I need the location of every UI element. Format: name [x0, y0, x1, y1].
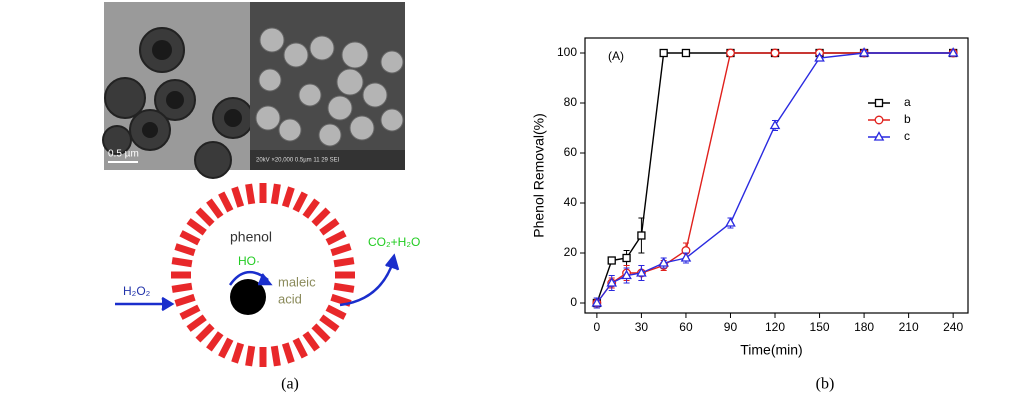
series-line	[596, 52, 954, 304]
shell-segment	[270, 183, 281, 205]
shell-segment	[231, 342, 245, 364]
sem-info: 20kV ×20,000 0.5µm 11 29 SEI	[256, 158, 340, 164]
marker	[814, 52, 825, 62]
y-tick-label: 40	[564, 195, 578, 209]
shell-segment	[206, 331, 224, 352]
shell	[171, 183, 355, 367]
shell-segment	[330, 293, 352, 307]
shell-segment	[333, 257, 355, 268]
shell-segment	[281, 186, 295, 208]
marker	[622, 253, 631, 263]
shell-segment	[311, 323, 331, 343]
shell-segment	[174, 243, 196, 257]
marker	[636, 267, 647, 277]
marker	[637, 231, 646, 240]
x-axis-label: Time(min)	[740, 342, 802, 358]
shell-segment	[311, 207, 331, 227]
radical-label: HO·	[238, 254, 260, 268]
shell-segment	[292, 337, 308, 359]
shell-segment	[195, 207, 215, 227]
y-tick-label: 60	[564, 145, 578, 159]
marker	[769, 119, 781, 130]
marker	[621, 269, 632, 280]
shell-segment	[245, 345, 256, 367]
marker	[659, 48, 668, 58]
shell-segment	[302, 331, 320, 352]
shell-segment	[218, 191, 234, 213]
chart: 0 30 60 90 120 150 180 210 240 0 20 40 60 80 100 Time(m…	[531, 37, 969, 358]
caption: (a)	[281, 376, 299, 393]
shell-segment	[319, 218, 340, 236]
y-tick-label: 20	[564, 245, 578, 259]
shell-segment	[270, 345, 281, 367]
shell-segment	[174, 293, 196, 307]
marker	[858, 47, 870, 57]
x-tick-label: 90	[724, 320, 738, 334]
shell-segment	[302, 198, 320, 219]
shell-segment	[319, 314, 340, 332]
marker	[591, 297, 603, 307]
x-tick-label: 210	[899, 320, 919, 334]
marker	[725, 217, 736, 227]
x-tick-label: 240	[943, 320, 963, 334]
legend-marker	[874, 98, 884, 108]
shell-segment	[171, 257, 193, 268]
shell-segment	[325, 304, 347, 320]
x-tick-label: 150	[810, 320, 830, 334]
plot-frame	[584, 37, 969, 314]
shell-segment	[281, 342, 295, 364]
shell-segment	[231, 186, 245, 208]
shell-segment	[218, 337, 234, 359]
maleic-label: maleic	[278, 274, 316, 289]
shell-segment	[171, 282, 193, 293]
marker	[606, 277, 618, 287]
shell-segment	[195, 323, 215, 343]
marker	[947, 47, 959, 57]
y-tick-label: 100	[557, 45, 577, 59]
products-label: CO₂+H₂O	[368, 235, 420, 249]
marker	[607, 256, 616, 265]
x-tick-label: 60	[679, 320, 693, 334]
sem-image: 20kV ×20,000 0.5µm 11 29 SEI	[250, 2, 405, 170]
oxidant-label: H₂O₂	[123, 284, 151, 298]
marker	[681, 48, 691, 58]
marker	[680, 252, 692, 262]
shell-segment	[245, 183, 256, 205]
x-tick-label: 30	[635, 320, 649, 334]
legend-marker	[874, 115, 884, 125]
marker	[726, 48, 735, 58]
shell-segment	[206, 198, 224, 219]
series-line	[596, 52, 954, 304]
legend-label: a	[904, 95, 911, 109]
y-tick-label: 0	[570, 295, 577, 309]
y-axis-label: Phenol Removal(%)	[531, 113, 547, 238]
marker	[658, 257, 669, 267]
scale-bar: 0.5 µm	[108, 149, 139, 160]
x-tick-label: 120	[765, 320, 785, 334]
x-tick-label: 180	[854, 320, 874, 334]
shell-segment	[325, 230, 347, 246]
legend-label: c	[904, 129, 910, 143]
acid-label: acid	[278, 291, 302, 306]
shell-segment	[179, 304, 201, 320]
legend-label: b	[904, 112, 911, 126]
marker	[770, 48, 780, 58]
annotation: (A)	[608, 49, 624, 63]
arrows	[115, 253, 400, 312]
shell-segment	[186, 314, 207, 332]
tem-image: 0.5 µm	[102, 2, 254, 179]
phenol-label: phenol	[230, 229, 272, 245]
series-line	[596, 52, 954, 304]
shell-segment	[179, 230, 201, 246]
legend-marker	[873, 131, 885, 141]
shell-segment	[186, 218, 207, 236]
shell-segment	[333, 282, 355, 293]
core	[230, 279, 266, 315]
x-tick-label: 0	[594, 320, 601, 334]
shell-segment	[292, 191, 308, 213]
y-tick-label: 80	[564, 95, 578, 109]
shell-segment	[330, 243, 352, 257]
caption: (b)	[816, 376, 835, 393]
